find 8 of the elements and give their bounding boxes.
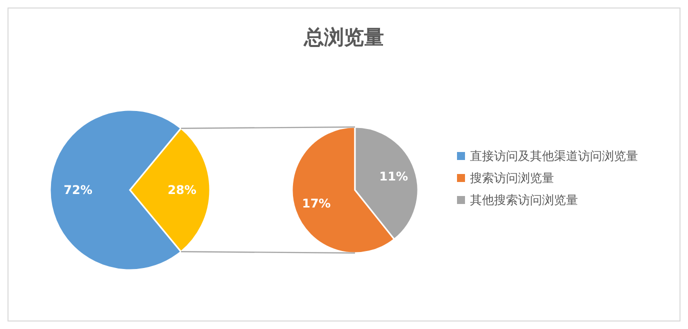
data-label: 72%: [64, 183, 92, 197]
chart-title: 总浏览量: [303, 25, 384, 49]
data-label: 11%: [379, 169, 408, 184]
data-label: 28%: [168, 183, 196, 197]
legend-label: 其他搜索访问浏览量: [470, 193, 578, 207]
data-label: 17%: [302, 196, 331, 211]
legend-label: 搜索访问浏览量: [470, 171, 554, 185]
legend-label: 直接访问及其他渠道访问浏览量: [470, 149, 638, 163]
